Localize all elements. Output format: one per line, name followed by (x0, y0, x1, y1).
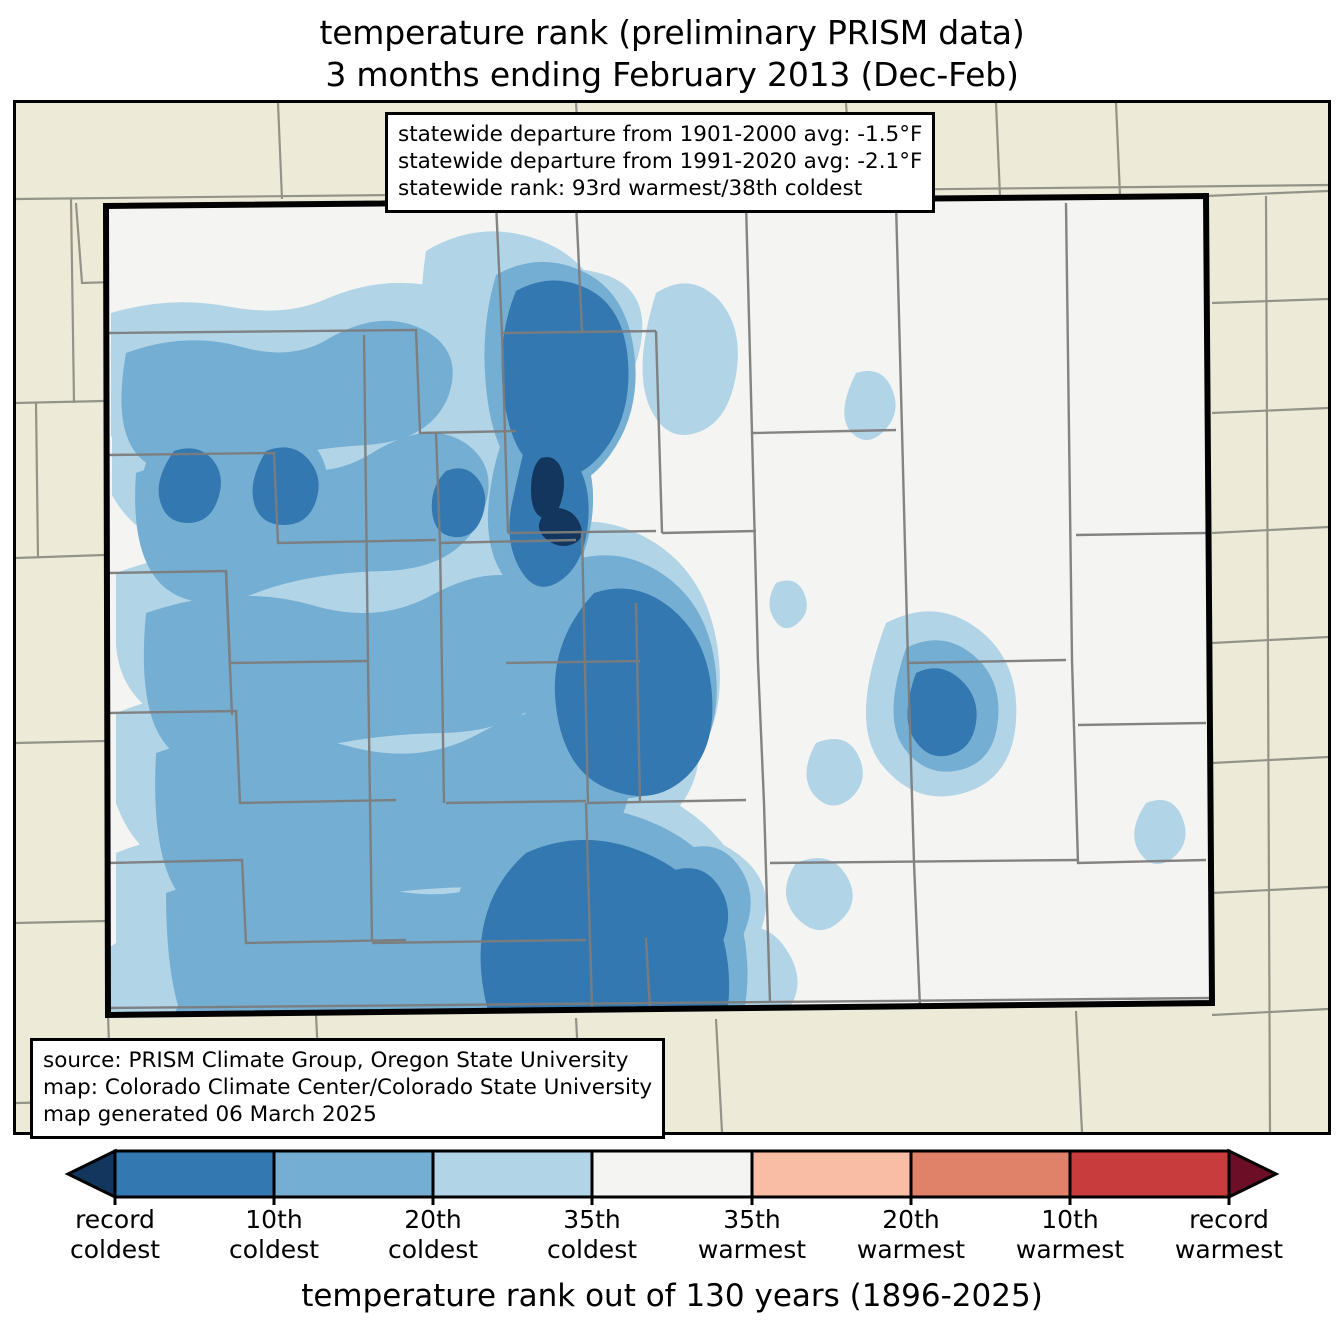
swatch-20th-to-10th-warmest (909, 1149, 1072, 1199)
rank-band-record-coldest (531, 457, 582, 546)
colorbar-label-6: 10th warmest (990, 1205, 1150, 1265)
page-title: temperature rank (preliminary PRISM data… (0, 12, 1344, 96)
source-line-2: map: Colorado Climate Center/Colorado St… (43, 1075, 653, 1100)
colorado-interior (106, 196, 1212, 1015)
rank-band-record-10th-coldest (158, 280, 977, 1015)
colorbar-label-6-top: 10th (1041, 1205, 1099, 1234)
colorbar-label-3: 35th coldest (512, 1205, 672, 1265)
colorbar-tick-labels: record coldest 10th coldest 20th coldest… (0, 1205, 1344, 1267)
stats-line-2: statewide departure from 1991-2020 avg: … (398, 149, 923, 174)
swatch-10th-to-record-warmest (1068, 1149, 1231, 1199)
source-credit-box: source: PRISM Climate Group, Oregon Stat… (30, 1038, 666, 1139)
stats-line-1: statewide departure from 1901-2000 avg: … (398, 122, 923, 147)
statewide-stats-box: statewide departure from 1901-2000 avg: … (385, 112, 936, 213)
swatch-record-to-10th-coldest (113, 1149, 276, 1199)
colorbar-label-2-bottom: coldest (387, 1235, 479, 1264)
colorbar-label-6-bottom: warmest (1015, 1235, 1125, 1264)
swatch-extend-high (1227, 1148, 1280, 1200)
swatch-20th-to-35th-coldest (431, 1149, 594, 1199)
colorbar-label-4-bottom: warmest (697, 1235, 807, 1264)
colorbar-label-5-bottom: warmest (856, 1235, 966, 1264)
colorbar-label-3-bottom: coldest (546, 1235, 638, 1264)
colorbar-label-7-bottom: warmest (1174, 1235, 1284, 1264)
source-line-1: source: PRISM Climate Group, Oregon Stat… (43, 1048, 629, 1073)
title-line-1: temperature rank (preliminary PRISM data… (319, 13, 1025, 52)
swatch-10th-to-20th-coldest (272, 1149, 435, 1199)
title-line-2: 3 months ending February 2013 (Dec-Feb) (325, 55, 1019, 94)
colorbar-caption: temperature rank out of 130 years (1896-… (301, 1278, 1043, 1314)
colorbar-ticks (113, 1197, 1231, 1205)
colorbar-label-0-bottom: coldest (69, 1235, 161, 1264)
colorbar-label-0: record coldest (35, 1205, 195, 1265)
colorbar-label-2-top: 20th (404, 1205, 462, 1234)
swatch-near-normal (590, 1149, 754, 1199)
swatch-35th-to-20th-warmest (750, 1149, 913, 1199)
colorbar-label-1-bottom: coldest (228, 1235, 320, 1264)
colorbar-label-1: 10th coldest (194, 1205, 354, 1265)
colorbar-swatches (64, 1148, 1280, 1205)
swatch-extend-low (64, 1148, 117, 1200)
colorbar (0, 1143, 1344, 1205)
colorbar-label-5-top: 20th (882, 1205, 940, 1234)
colorbar-label-7: record warmest (1149, 1205, 1309, 1265)
county-boundaries (107, 202, 1212, 1010)
colorbar-label-4: 35th warmest (672, 1205, 832, 1265)
source-line-3: map generated 06 March 2025 (43, 1102, 377, 1127)
stats-line-3: statewide rank: 93rd warmest/38th coldes… (398, 176, 863, 201)
colorbar-label-0-top: record (75, 1205, 155, 1234)
colorbar-label-4-top: 35th (723, 1205, 781, 1234)
colorbar-label-7-top: record (1189, 1205, 1269, 1234)
colorbar-label-1-top: 10th (245, 1205, 303, 1234)
colorado-temperature-rank-map (16, 103, 1328, 1132)
colorbar-label-2: 20th coldest (353, 1205, 513, 1265)
colorbar-label-5: 20th warmest (831, 1205, 991, 1265)
colorbar-label-3-top: 35th (563, 1205, 621, 1234)
map-frame (13, 100, 1331, 1135)
